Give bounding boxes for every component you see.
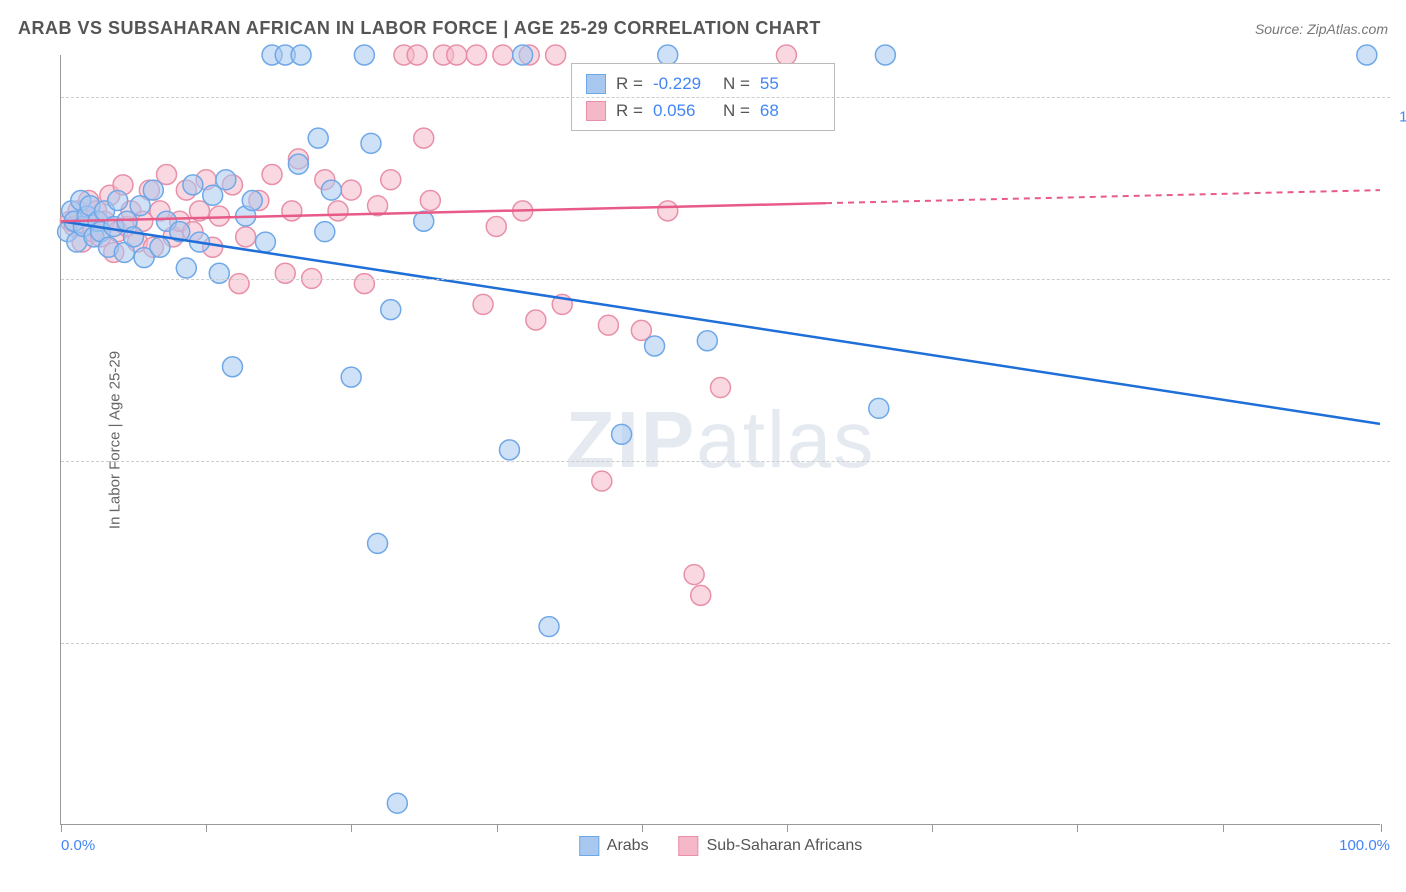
legend-label-subsaharan: Sub-Saharan Africans — [707, 837, 863, 855]
legend-swatch-blue — [579, 836, 599, 856]
x-tick — [497, 824, 498, 832]
x-tick — [932, 824, 933, 832]
chart-title: ARAB VS SUBSAHARAN AFRICAN IN LABOR FORC… — [18, 18, 821, 39]
x-tick — [1223, 824, 1224, 832]
gridline — [61, 461, 1390, 462]
y-tick-label: 82.5% — [1390, 290, 1406, 307]
swatch-blue — [586, 74, 606, 94]
swatch-pink — [586, 101, 606, 121]
x-tick — [61, 824, 62, 832]
y-tick-label: 47.5% — [1390, 654, 1406, 671]
gridline — [61, 97, 1390, 98]
y-tick-label: 100.0% — [1390, 108, 1406, 125]
x-tick — [1381, 824, 1382, 832]
legend-item-arabs: Arabs — [579, 836, 649, 856]
x-axis-min-label: 0.0% — [61, 837, 95, 854]
x-tick — [787, 824, 788, 832]
stats-row-blue: R = -0.229 N = 55 — [586, 70, 820, 97]
plot-area: In Labor Force | Age 25-29 ZIPatlas R = … — [60, 55, 1380, 825]
x-tick — [351, 824, 352, 832]
source-label: Source: ZipAtlas.com — [1255, 21, 1388, 37]
x-tick — [206, 824, 207, 832]
x-tick — [642, 824, 643, 832]
bottom-legend: Arabs Sub-Saharan Africans — [579, 836, 862, 856]
y-tick-label: 65.0% — [1390, 472, 1406, 489]
gridline — [61, 279, 1390, 280]
stats-row-pink: R = 0.056 N = 68 — [586, 97, 820, 124]
x-axis-max-label: 100.0% — [1339, 837, 1390, 854]
chart-svg — [61, 55, 1380, 824]
legend-item-subsaharan: Sub-Saharan Africans — [679, 836, 863, 856]
legend-label-arabs: Arabs — [607, 837, 649, 855]
legend-swatch-pink — [679, 836, 699, 856]
x-tick — [1077, 824, 1078, 832]
gridline — [61, 643, 1390, 644]
